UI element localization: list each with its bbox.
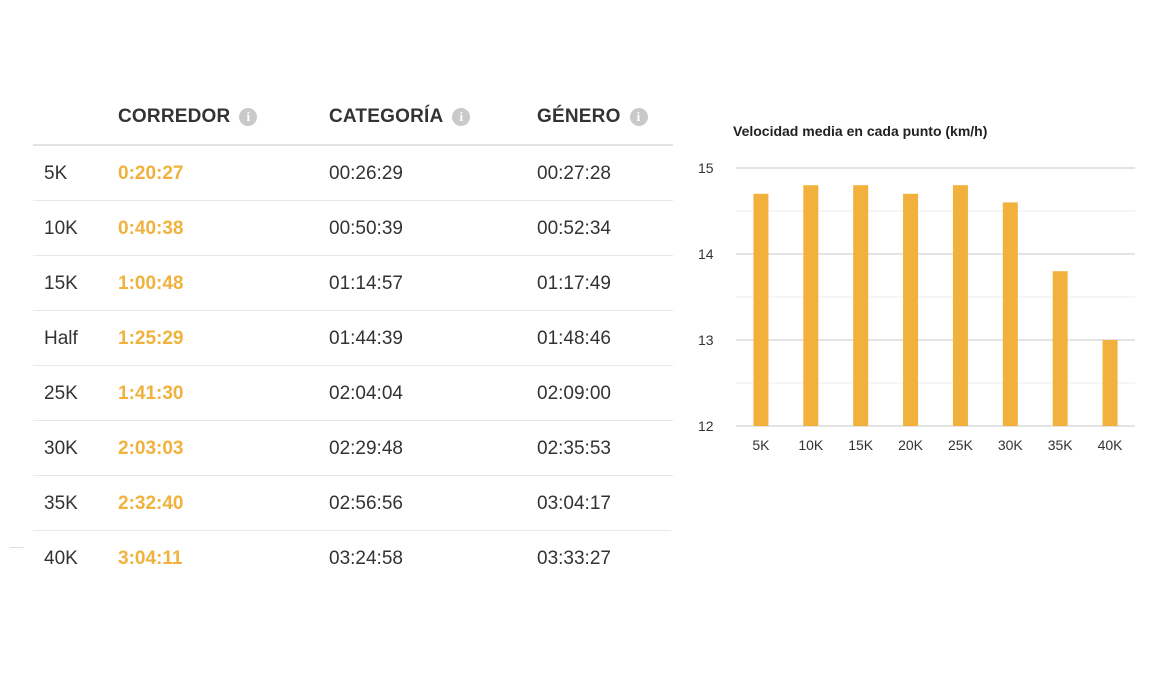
table-row: 30K 2:03:03 02:29:48 02:35:53 [33,421,673,476]
table-header: CORREDOR i CATEGORÍA i GÉNERO i [33,92,673,146]
bar-5k[interactable] [753,193,769,426]
runner-time: 1:41:30 [118,383,184,404]
gender-time: 01:48:46 [537,328,611,349]
split-point: 5K [44,163,68,184]
y-tick-label: 14 [698,246,714,262]
gender-time: 02:09:00 [537,383,611,404]
runner-time: 2:32:40 [118,493,184,514]
speed-chart-svg: Velocidad media en cada punto (km/h) 121… [698,123,1135,453]
table-row: 15K 1:00:48 01:14:57 01:17:49 [33,256,673,311]
split-point: 35K [44,493,78,514]
bar-40k[interactable] [1102,340,1118,426]
gender-time: 03:33:27 [537,548,611,569]
runner-time: 0:20:27 [118,163,184,184]
split-point: 15K [44,273,78,294]
category-time: 01:14:57 [329,273,403,294]
runner-time: 0:40:38 [118,218,184,239]
column-header-runner-label: CORREDOR [118,106,231,127]
bar-15k[interactable] [853,185,869,426]
runner-time: 1:00:48 [118,273,184,294]
split-point: 10K [44,218,78,239]
x-tick-label: 35K [1048,437,1074,453]
x-tick-label: 15K [848,437,874,453]
column-header-category-label: CATEGORÍA [329,106,444,127]
info-icon[interactable]: i [629,108,648,126]
category-time: 02:04:04 [329,383,403,404]
splits-table: CORREDOR i CATEGORÍA i GÉNERO i 5K 0:20:… [33,92,673,585]
split-point: Half [44,328,78,349]
bar-25k[interactable] [952,185,968,426]
info-icon[interactable]: i [452,108,471,126]
gender-time: 00:52:34 [537,218,611,239]
gender-time: 03:04:17 [537,493,611,514]
runner-time: 2:03:03 [118,438,184,459]
bar-10k[interactable] [803,185,819,426]
x-tick-label: 5K [752,437,770,453]
speed-chart: Velocidad media en cada punto (km/h) 12 1… [688,110,1148,470]
runner-time: 3:04:11 [118,548,183,569]
chart-grid [736,167,1135,427]
table-row: 35K 2:32:40 02:56:56 03:04:17 [33,476,671,531]
split-point: 25K [44,383,78,404]
table-row: 5K 0:20:27 00:26:29 00:27:28 [33,146,673,201]
x-tick-label: 25K [948,437,974,453]
split-point: 40K [44,548,78,569]
x-tick-label: 20K [898,437,924,453]
column-header-gender: GÉNERO i [537,106,648,128]
category-time: 03:24:58 [329,548,403,569]
category-time: 01:44:39 [329,328,403,349]
chart-bars [753,185,1118,426]
x-tick-label: 40K [1098,437,1124,453]
runner-time: 1:25:29 [118,328,184,349]
table-row: 25K 1:41:30 02:04:04 02:09:00 [33,366,673,421]
table-row: 40K 3:04:11 03:24:58 03:33:27 [33,531,673,585]
table-row: 10K 0:40:38 00:50:39 00:52:34 [33,201,673,256]
category-time: 00:26:29 [329,163,403,184]
gender-time: 00:27:28 [537,163,611,184]
column-header-gender-label: GÉNERO [537,106,621,127]
y-tick-label: 13 [698,332,714,348]
column-header-runner: CORREDOR i [118,106,258,128]
info-icon[interactable]: i [239,108,258,126]
category-time: 02:29:48 [329,438,403,459]
table-row: Half 1:25:29 01:44:39 01:48:46 [33,311,673,366]
gender-time: 01:17:49 [537,273,611,294]
chart-title: Velocidad media en cada punto (km/h) [733,123,987,139]
bar-35k[interactable] [1052,271,1068,426]
column-header-category: CATEGORÍA i [329,106,471,128]
category-time: 02:56:56 [329,493,403,514]
category-time: 00:50:39 [329,218,403,239]
x-tick-label: 10K [798,437,824,453]
chart-labels: 12 13 14 15 5K 10K 15K 20K 25K 30K 35K 40K [698,160,1123,453]
divider-mark [10,547,24,548]
x-tick-label: 30K [998,437,1024,453]
gender-time: 02:35:53 [537,438,611,459]
split-point: 30K [44,438,78,459]
y-tick-label: 12 [698,418,714,434]
y-tick-label: 15 [698,160,714,176]
bar-20k[interactable] [903,193,919,426]
bar-30k[interactable] [1002,202,1018,426]
